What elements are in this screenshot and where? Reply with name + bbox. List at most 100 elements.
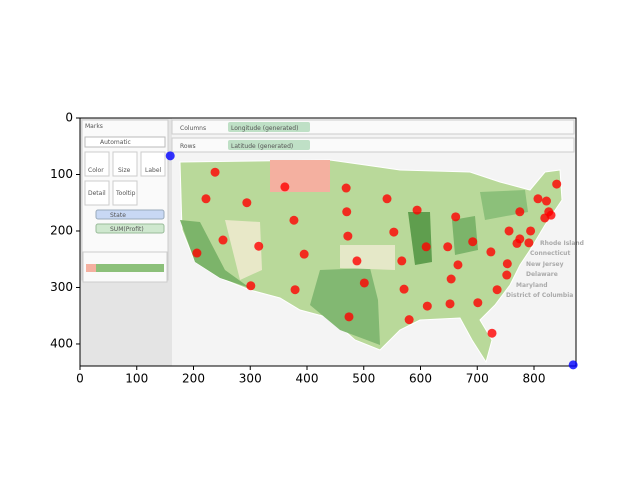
- state: [340, 245, 395, 270]
- ui-label: Rows: [180, 143, 196, 150]
- button: [84, 180, 110, 206]
- point: [343, 231, 353, 241]
- ui-label: Columns: [180, 125, 206, 132]
- ui-label: Detail: [88, 190, 106, 197]
- point: [352, 256, 362, 266]
- button: [140, 151, 166, 177]
- x-tick-label: 100: [125, 372, 148, 386]
- point: [404, 315, 414, 325]
- point: [541, 196, 551, 206]
- state: [408, 212, 432, 265]
- ui-label: Latitude (generated): [231, 143, 293, 150]
- screenshot-image: Marks Automatic Color Size Label Detail …: [80, 118, 584, 366]
- point: [533, 194, 543, 204]
- point: [492, 285, 502, 295]
- point: [342, 207, 352, 217]
- point: [422, 301, 432, 311]
- state: [452, 216, 478, 255]
- point: [192, 248, 202, 258]
- point: [504, 226, 514, 236]
- point: [487, 328, 497, 338]
- point: [242, 198, 252, 208]
- state-label: District of Columbia: [506, 292, 573, 299]
- point: [280, 182, 290, 192]
- x-tick-label: 600: [409, 372, 432, 386]
- ui-label: Longitude (generated): [231, 125, 298, 132]
- point: [359, 278, 369, 288]
- x-tick-label: 400: [296, 372, 319, 386]
- point: [344, 312, 354, 322]
- point: [412, 205, 422, 215]
- legend-ramp: [86, 264, 96, 272]
- point: [445, 299, 455, 309]
- point: [299, 249, 309, 259]
- point: [382, 194, 392, 204]
- point: [451, 212, 461, 222]
- ui-label: Tooltip: [115, 190, 136, 197]
- state: [225, 220, 262, 280]
- state-label: Connecticut: [530, 250, 570, 257]
- point: [218, 235, 228, 245]
- point: [524, 238, 534, 248]
- point: [546, 210, 556, 220]
- point: [568, 360, 578, 370]
- point: [453, 260, 463, 270]
- point: [397, 256, 407, 266]
- button: [112, 151, 138, 177]
- x-tick-label: 800: [523, 372, 546, 386]
- state: [180, 220, 250, 288]
- state-label: Maryland: [516, 282, 548, 289]
- pill: [95, 209, 165, 220]
- ui-label: Color: [88, 167, 104, 174]
- axes-frame: [79, 117, 577, 367]
- point: [446, 274, 456, 284]
- ui-label: Marks: [85, 123, 103, 130]
- button: [84, 151, 110, 177]
- point: [526, 226, 536, 236]
- point: [201, 194, 211, 204]
- y-tick-label: 200: [50, 223, 73, 237]
- state: [310, 268, 380, 345]
- x-tick-label: 300: [239, 372, 262, 386]
- button: [112, 180, 138, 206]
- point: [399, 284, 409, 294]
- x-tick-label: 200: [182, 372, 205, 386]
- point: [254, 241, 264, 251]
- y-tick-label: 100: [50, 167, 73, 181]
- point: [289, 215, 299, 225]
- point: [486, 247, 496, 257]
- ui-label: Label: [145, 167, 162, 174]
- point: [341, 183, 351, 193]
- pill: [228, 140, 310, 150]
- x-tick-label: 0: [76, 372, 84, 386]
- pill: [95, 223, 165, 234]
- point: [421, 242, 431, 252]
- point: [389, 227, 399, 237]
- ui-label: Size: [118, 167, 131, 174]
- point: [515, 207, 525, 217]
- point: [468, 237, 478, 247]
- point: [502, 259, 512, 269]
- point: [443, 242, 453, 252]
- dropdown: [84, 136, 166, 148]
- ui-label: Automatic: [100, 139, 131, 146]
- point: [515, 234, 525, 244]
- legend-ramp: [86, 264, 164, 272]
- point: [473, 298, 483, 308]
- point: [210, 167, 220, 177]
- state-label: Rhode Island: [540, 240, 584, 247]
- y-tick-label: 400: [50, 336, 73, 350]
- x-tick-label: 500: [352, 372, 375, 386]
- point: [165, 151, 175, 161]
- point: [290, 285, 300, 295]
- point: [552, 179, 562, 189]
- state: [270, 160, 330, 192]
- state-label: New Jersey: [526, 261, 564, 268]
- state-label: Delaware: [526, 271, 558, 278]
- y-tick-label: 0: [65, 111, 73, 125]
- ui-label: SUM(Profit): [110, 226, 144, 233]
- point: [246, 281, 256, 291]
- ui-label: State: [110, 212, 126, 219]
- x-tick-label: 700: [466, 372, 489, 386]
